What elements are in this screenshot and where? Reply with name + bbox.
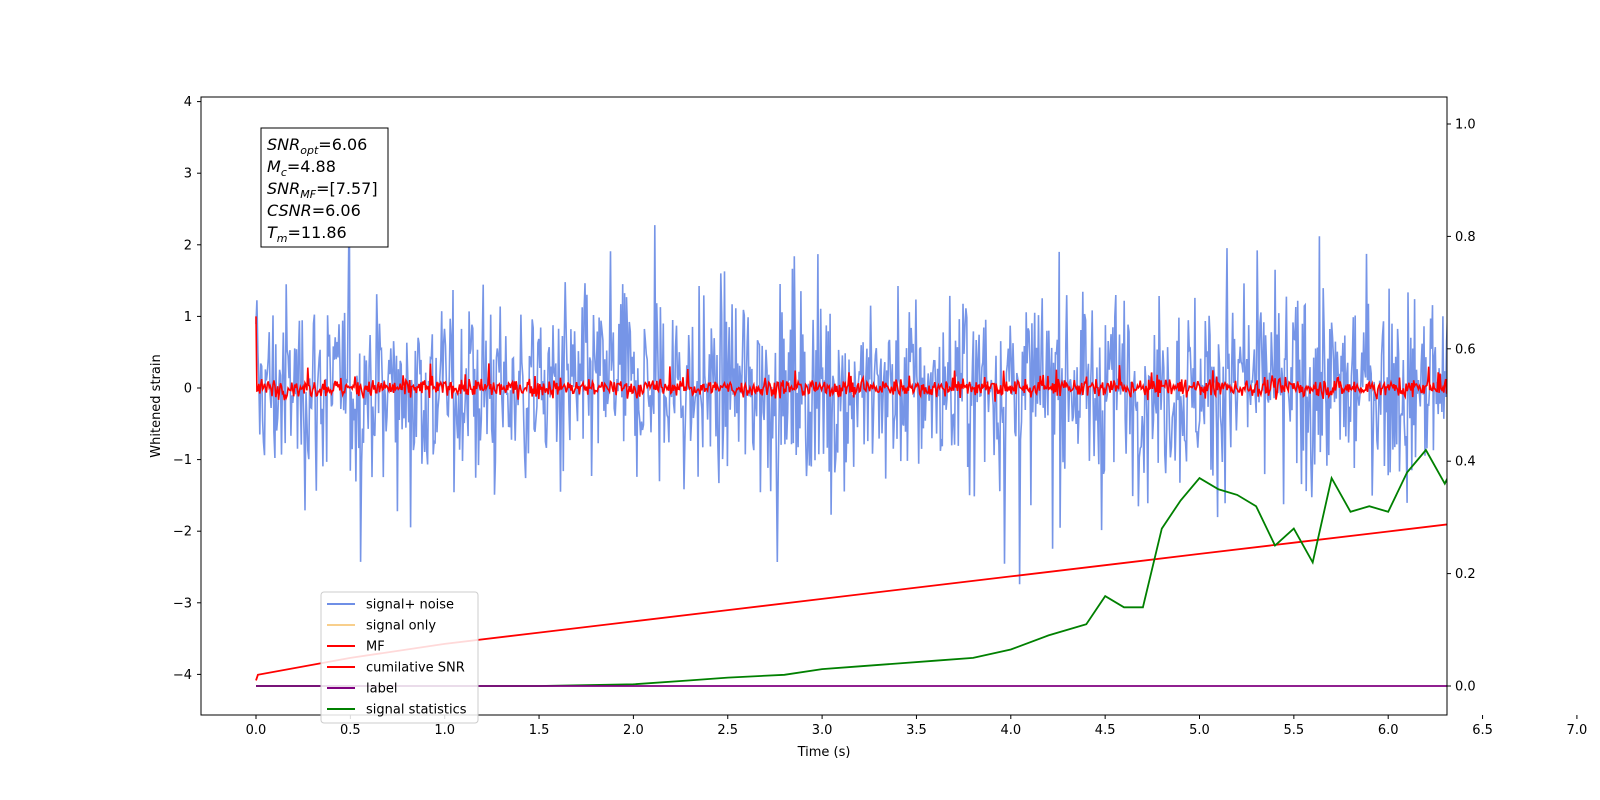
y-left-tick-label: 1 (184, 310, 192, 325)
x-axis: 0.0 0.5 1.0 1.5 2.0 2.5 3.0 3.5 4.0 4.5 5.0 5.5 6.0 6… (246, 715, 1588, 738)
x-tick-label: 7.0 (1567, 723, 1588, 738)
legend-label: cumilative SNR (366, 661, 465, 676)
x-tick-label: 5.5 (1284, 723, 1305, 738)
x-tick-label: 5.0 (1189, 723, 1210, 738)
info-line: SNRMF=[7.57] (267, 179, 378, 201)
legend-frame (320, 591, 479, 724)
series-mf (255, 316, 1447, 402)
y-right-tick-label: 0.4 (1455, 455, 1476, 470)
info-box-frame (260, 127, 389, 248)
x-tick-label: 0.0 (246, 723, 267, 738)
y-left-tick-label: −3 (173, 596, 192, 611)
x-tick-label: 0.5 (340, 723, 361, 738)
plot-frame (200, 96, 1448, 716)
y-left-tick-label: −2 (173, 525, 192, 540)
legend-label: label (366, 682, 397, 697)
legend-label: signal+ noise (366, 598, 454, 613)
y-right-tick-label: 0.6 (1455, 342, 1476, 357)
plot-traces (255, 196, 1447, 687)
x-tick-label: 2.0 (623, 723, 644, 738)
series-cumilative-snr (255, 523, 1447, 681)
y-left-tick-label: 3 (184, 167, 192, 182)
x-tick-label: 3.5 (906, 723, 927, 738)
y-right-tick-label: 0.8 (1455, 230, 1476, 245)
legend-label: signal only (366, 619, 436, 634)
y-left-tick-label: 4 (184, 95, 192, 110)
x-tick-label: 4.5 (1095, 723, 1116, 738)
y-right-tick-label: 0.0 (1455, 680, 1476, 695)
legend: signal+ noise signal only MF cumilative SNR… (320, 591, 479, 724)
x-tick-label: 1.5 (529, 723, 550, 738)
x-tick-label: 1.0 (434, 723, 455, 738)
x-tick-label: 4.0 (1000, 723, 1021, 738)
y-right-tick-label: 0.2 (1455, 567, 1476, 582)
y-left-tick-label: −1 (173, 453, 192, 468)
series-signal-plus-noise (255, 196, 1447, 585)
legend-label: signal statistics (366, 703, 467, 718)
x-tick-label: 6.5 (1472, 723, 1493, 738)
right-y-axis: 1.0 0.8 0.6 0.4 0.2 0.0 (1447, 118, 1476, 695)
info-line: CSNR=6.06 (267, 201, 361, 220)
legend-label: MF (366, 640, 385, 655)
left-y-axis: 4 3 2 1 0 −1 −2 −3 −4 (173, 95, 201, 683)
info-line: Tm=11.86 (267, 223, 347, 245)
y-left-tick-label: 2 (184, 238, 192, 253)
y-right-tick-label: 1.0 (1455, 118, 1476, 133)
x-tick-label: 3.0 (812, 723, 833, 738)
series-signal-statistics (256, 448, 1447, 687)
x-axis-label: Time (s) (797, 745, 851, 760)
x-tick-label: 6.0 (1378, 723, 1399, 738)
y-left-tick-label: 0 (184, 382, 192, 397)
info-line: Mc=4.88 (267, 157, 336, 179)
y-axis-label: Whitened strain (149, 354, 164, 457)
y-left-tick-label: −4 (173, 668, 192, 683)
info-line: SNRopt=6.06 (267, 135, 367, 157)
x-tick-label: 2.5 (717, 723, 738, 738)
